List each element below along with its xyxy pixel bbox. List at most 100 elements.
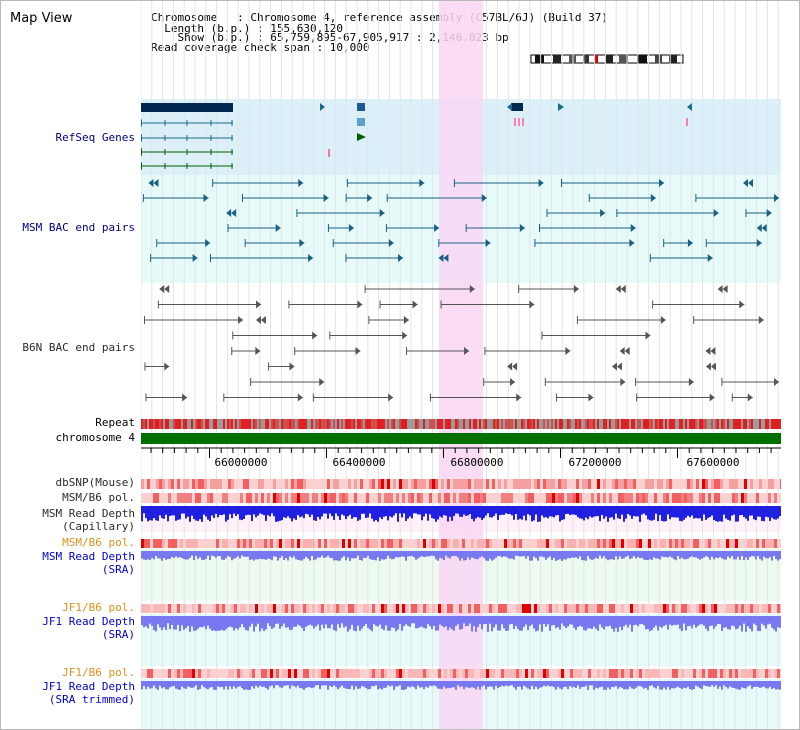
msm-capillary-depth-bar [369, 506, 371, 514]
msm-capillary-depth-bar [549, 506, 551, 517]
arrow-icon [516, 393, 522, 402]
msm-capillary-depth-bar [281, 506, 283, 521]
msm-pol-heat-cell [213, 493, 216, 503]
msm-capillary-depth-bar [293, 506, 295, 519]
msm-sra-depth-bar [155, 551, 157, 557]
dbsnp-heat-cell [174, 479, 177, 489]
jf1-trimmed-depth-bar [761, 681, 763, 688]
msm-capillary-depth-bar [547, 506, 549, 519]
dbsnp-heat-cell [693, 479, 696, 489]
repeat-element [275, 419, 277, 429]
jf1-trimmed-depth-bar [675, 681, 677, 688]
repeat-element [685, 419, 687, 429]
genome-browser-plot[interactable]: 66000000 66400000 66800000 67200000 67600000 [141, 1, 781, 730]
jf1-pol-heat-cell [693, 604, 696, 613]
dbsnp-heat-cell [165, 479, 168, 489]
msm-capillary-depth-bar [445, 506, 447, 516]
msm-pol-heat-cell [471, 493, 474, 503]
jf1-pol2-heat-cell [690, 669, 693, 678]
msm-pol2-heat-cell [462, 539, 465, 548]
jf1-trimmed-depth-bar [451, 681, 453, 688]
jf1-trimmed-depth-bar [237, 681, 239, 687]
jf1-pol2-heat-cell [585, 669, 588, 678]
jf1-trimmed-depth-bar [725, 681, 727, 688]
jf1-sra-depth-bar [215, 616, 217, 632]
arrow-icon [619, 347, 625, 355]
jf1-pol2-heat-cell [771, 669, 774, 678]
jf1-sra-depth-bar [439, 616, 441, 625]
jf1-pol-heat-cell [183, 604, 186, 613]
jf1-pol2-heat-cell [372, 669, 375, 678]
jf1-sra-depth-bar [475, 616, 477, 632]
jf1-trimmed-depth-bar [253, 681, 255, 689]
jf1-pol2-heat-cell [417, 669, 420, 678]
msm-pol2-heat-cell [753, 539, 756, 548]
msm-capillary-depth-bar [415, 506, 417, 514]
jf1-pol-heat-cell [147, 604, 150, 613]
msm-pol2-heat-cell [654, 539, 657, 548]
jf1-sra-depth-bar [587, 616, 589, 629]
msm-pol2-heat-cell [450, 539, 453, 548]
msm-capillary-depth-bar [275, 506, 277, 522]
jf1-trimmed-depth-bar [159, 681, 161, 686]
jf1-pol-heat-cell [282, 604, 285, 613]
msm-sra-depth-bar [413, 551, 415, 558]
jf1-sra-depth-bar [407, 616, 409, 626]
jf1-trimmed-depth-bar [755, 681, 757, 687]
msm-pol2-heat-cell [141, 539, 144, 548]
repeat-element [503, 419, 505, 429]
repeat-element [535, 419, 537, 429]
msm-pol2-heat-cell [354, 539, 357, 548]
msm-capillary-depth-bar [433, 506, 435, 519]
msm-sra-depth-bar [337, 551, 339, 561]
jf1-pol-heat-cell [747, 604, 750, 613]
msm-capillary-depth-bar [359, 506, 361, 520]
repeat-element [669, 419, 671, 429]
jf1-trimmed-depth-bar [577, 681, 579, 686]
msm-capillary-depth-bar [569, 506, 571, 516]
msm-sra-depth-bar [743, 551, 745, 561]
jf1-pol2-heat-cell [489, 669, 492, 678]
msm-sra-depth-bar [631, 551, 633, 559]
msm-pol2-heat-cell [198, 539, 201, 548]
msm-sra-depth-bar [157, 551, 159, 559]
track-label-msm-b6-pol: MSM/B6 pol. [62, 491, 135, 504]
dbsnp-heat-cell [648, 479, 651, 489]
repeat-element [409, 419, 411, 429]
repeat-element [389, 419, 391, 429]
repeat-element [641, 419, 643, 429]
msm-capillary-depth-bar [647, 506, 649, 520]
dbsnp-heat-cell [189, 479, 192, 489]
jf1-pol2-heat-cell [600, 669, 603, 678]
jf1-trimmed-depth-bar [679, 681, 681, 688]
jf1-pol-heat-cell [585, 604, 588, 613]
jf1-pol2-heat-cell [255, 669, 258, 678]
jf1-pol2-heat-cell [144, 669, 147, 678]
msm-capillary-depth-bar [307, 506, 309, 515]
msm-sra-depth-bar [721, 551, 723, 559]
msm-pol2-heat-cell [459, 539, 462, 548]
dbsnp-heat-cell [603, 479, 606, 489]
jf1-sra-depth-bar [483, 616, 485, 625]
msm-pol2-heat-cell [510, 539, 513, 548]
msm-pol-heat-cell [162, 493, 165, 503]
jf1-trimmed-depth-bar [443, 681, 445, 687]
jf1-sra-depth-bar [415, 616, 417, 629]
jf1-sra-depth-bar [497, 616, 499, 631]
jf1-trimmed-depth-bar [635, 681, 637, 688]
jf1-pol2-heat-cell [579, 669, 582, 678]
msm-sra-depth-bar [333, 551, 335, 561]
jf1-sra-depth-bar [549, 616, 551, 631]
jf1-sra-depth-bar [505, 616, 507, 631]
msm-capillary-depth-bar [171, 506, 173, 516]
msm-pol-heat-cell [609, 493, 612, 503]
jf1-sra-depth-bar [425, 616, 427, 629]
jf1-pol-heat-cell [390, 604, 393, 613]
arrow-icon [620, 378, 626, 386]
jf1-trimmed-depth-bar [685, 681, 687, 689]
jf1-sra-depth-bar [255, 616, 257, 627]
jf1-pol2-heat-cell [657, 669, 660, 678]
msm-sra-depth-bar [369, 551, 371, 560]
dbsnp-heat-cell [699, 479, 702, 489]
msm-sra-depth-bar [507, 551, 509, 559]
